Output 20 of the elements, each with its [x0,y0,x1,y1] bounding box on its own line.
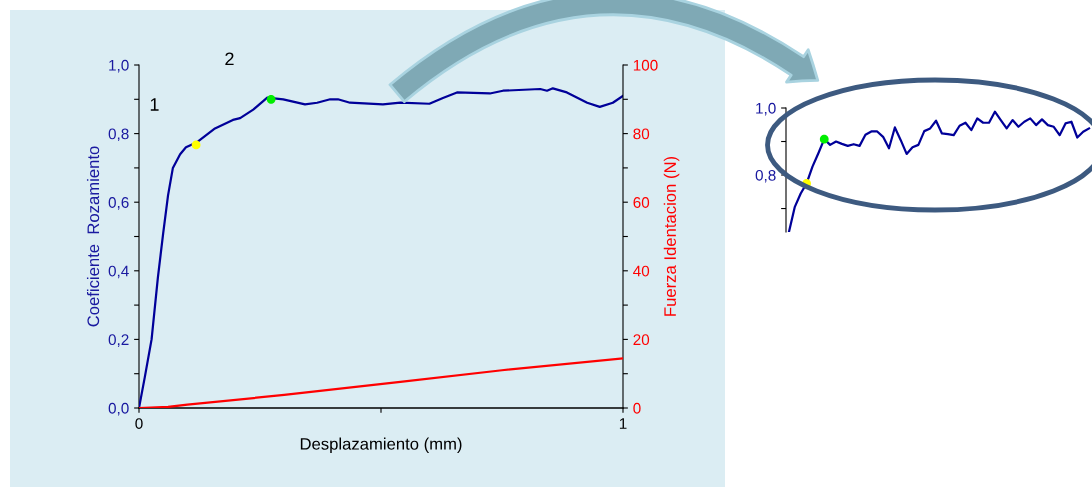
y-tick-label: 0,6 [108,197,129,210]
y-tick-label: 0,4 [108,265,129,279]
y2-tick-label: 60 [633,197,650,208]
y-tick-label: 0,0 [108,402,129,416]
y2-tick-label: 20 [633,334,650,346]
y-tick-label: 0,8 [755,169,776,183]
y-tick-label: 0,8 [108,128,129,142]
y2-tick-label: 80 [633,128,650,140]
line-series [787,110,1091,232]
y-tick-label: 0,2 [108,334,129,347]
y-axis-title: Coeficiente Rozamiento [86,146,100,327]
annotation: 2 [225,52,234,66]
y2-tick-label: 40 [633,265,650,277]
y2-tick-label: 0 [633,402,641,414]
y2-tick-label: 100 [633,59,658,71]
y-tick-label: 1,0 [756,102,776,116]
y-tick-label: 1,0 [109,59,129,73]
y2-axis-title: Fuerza Identacion (N) [663,156,680,316]
annotation: 1 [150,98,159,111]
x-axis-title: Desplazamiento (mm) [300,437,462,454]
